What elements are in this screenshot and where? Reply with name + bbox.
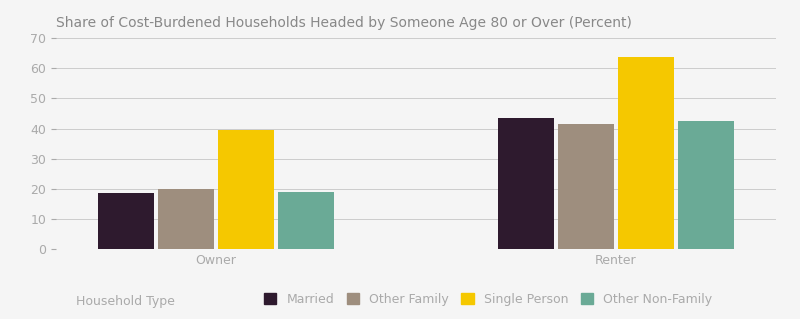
Bar [218, 130, 274, 249]
Bar [498, 118, 554, 249]
Text: Share of Cost-Burdened Households Headed by Someone Age 80 or Over (Percent): Share of Cost-Burdened Households Headed… [56, 16, 632, 30]
Bar [618, 57, 674, 249]
Text: Household Type: Household Type [76, 295, 175, 308]
Bar [158, 189, 214, 249]
Bar [678, 121, 734, 249]
Bar [98, 194, 154, 249]
Bar [558, 124, 614, 249]
Legend: Married, Other Family, Single Person, Other Non-Family: Married, Other Family, Single Person, Ot… [264, 293, 713, 306]
Bar [278, 192, 334, 249]
